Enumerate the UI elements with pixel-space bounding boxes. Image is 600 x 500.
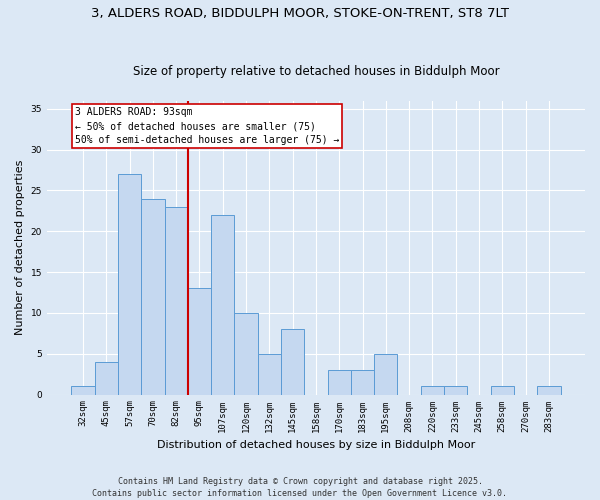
Bar	[258, 354, 281, 395]
Bar	[141, 198, 164, 394]
Bar	[374, 354, 397, 395]
Text: 3, ALDERS ROAD, BIDDULPH MOOR, STOKE-ON-TRENT, ST8 7LT: 3, ALDERS ROAD, BIDDULPH MOOR, STOKE-ON-…	[91, 8, 509, 20]
Bar	[71, 386, 95, 394]
X-axis label: Distribution of detached houses by size in Biddulph Moor: Distribution of detached houses by size …	[157, 440, 475, 450]
Bar	[328, 370, 351, 394]
Bar	[421, 386, 444, 394]
Bar	[118, 174, 141, 394]
Bar	[188, 288, 211, 395]
Bar	[235, 313, 258, 394]
Bar	[164, 206, 188, 394]
Bar	[537, 386, 560, 394]
Text: Contains HM Land Registry data © Crown copyright and database right 2025.
Contai: Contains HM Land Registry data © Crown c…	[92, 476, 508, 498]
Bar	[95, 362, 118, 394]
Bar	[351, 370, 374, 394]
Bar	[444, 386, 467, 394]
Bar	[281, 329, 304, 394]
Title: Size of property relative to detached houses in Biddulph Moor: Size of property relative to detached ho…	[133, 66, 499, 78]
Text: 3 ALDERS ROAD: 93sqm
← 50% of detached houses are smaller (75)
50% of semi-detac: 3 ALDERS ROAD: 93sqm ← 50% of detached h…	[75, 107, 339, 145]
Y-axis label: Number of detached properties: Number of detached properties	[15, 160, 25, 335]
Bar	[211, 215, 235, 394]
Bar	[491, 386, 514, 394]
